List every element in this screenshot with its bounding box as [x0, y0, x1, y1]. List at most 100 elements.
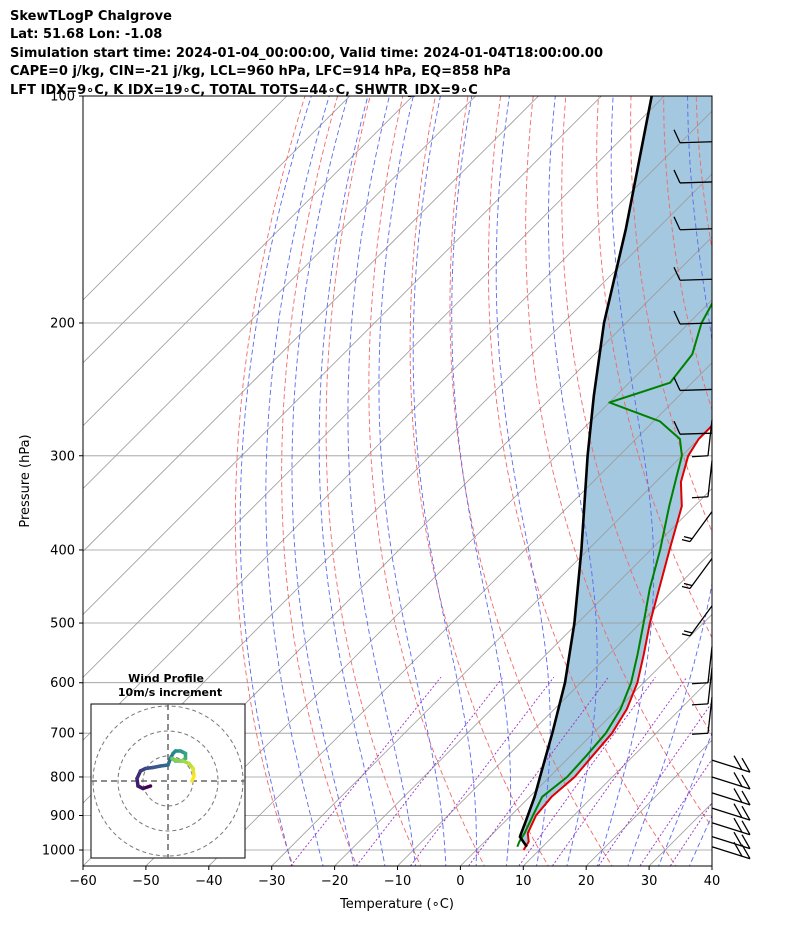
moist-adiabat-line	[658, 731, 712, 866]
wind-barb	[711, 831, 751, 850]
wind-barb	[711, 817, 751, 836]
y-tick-label: 300	[50, 449, 75, 464]
barb-shaft	[689, 511, 713, 543]
barb-flag	[733, 803, 743, 818]
barb-flag	[673, 169, 681, 184]
dry-adiabat-line	[663, 96, 712, 412]
barb-shaft	[711, 807, 751, 821]
isotherm-line	[83, 96, 477, 490]
barb-shaft	[679, 432, 713, 435]
moist-adiabat-line	[548, 96, 598, 866]
x-tick-label: 40	[704, 874, 721, 889]
isotherm-line	[208, 362, 712, 866]
moist-adiabat-line	[318, 96, 386, 866]
x-tick-label: −10	[384, 874, 411, 889]
dry-adiabat-line	[760, 79, 794, 869]
wind-barb	[673, 377, 713, 392]
wind-barb	[711, 788, 751, 806]
barb-flag	[691, 682, 709, 685]
barb-shaft	[689, 558, 713, 589]
cape-line: CAPE=0 j/kg, CIN=-21 j/kg, LCL=960 hPa, …	[10, 64, 511, 80]
barb-flag	[733, 817, 743, 833]
temperature-line	[522, 424, 712, 851]
wind-barb	[673, 216, 713, 231]
wind-barb	[673, 266, 713, 281]
mixing-ratio-line	[669, 802, 712, 866]
wind-barb	[711, 803, 751, 821]
wind-barb	[673, 420, 713, 435]
hodograph-inset: Wind Profile 10m/s increment	[90, 672, 246, 859]
cape-cin-fill	[519, 96, 712, 847]
barb-flag	[741, 774, 751, 790]
moist-adiabat-line	[596, 96, 655, 866]
parcel-path-line	[518, 96, 653, 848]
isotherm-line	[334, 488, 712, 866]
dry-adiabat-line	[561, 96, 712, 736]
wind-barb	[691, 697, 713, 735]
barb-shaft	[679, 278, 713, 281]
mixing-ratio-line	[551, 676, 688, 866]
wind-barb	[681, 511, 713, 543]
isotherm-line	[459, 613, 712, 866]
profile-lines	[516, 96, 712, 851]
index-line: LFT IDX=9∘C, K IDX=19∘C, TOTAL TOTS=44∘C…	[10, 82, 478, 98]
x-tick-label: 20	[578, 874, 595, 889]
time-line: Simulation start time: 2024-01-04_00:00:…	[10, 45, 603, 61]
barb-flag	[681, 539, 691, 543]
barb-shaft	[707, 646, 713, 683]
x-tick-label: −40	[195, 874, 222, 889]
barb-flag	[691, 455, 709, 458]
barb-flag	[673, 377, 681, 391]
barb-shaft	[711, 759, 751, 773]
barb-shaft	[707, 667, 713, 704]
barb-flag	[683, 536, 693, 540]
barb-shaft	[679, 228, 713, 231]
barb-flag	[741, 805, 751, 821]
dry-adiabat-line	[325, 96, 422, 866]
barb-flag	[673, 129, 681, 144]
mixing-ratio-line	[409, 676, 555, 866]
isotherm-line	[83, 96, 288, 301]
isotherm-line	[271, 425, 712, 866]
y-tick-label: 100	[50, 90, 75, 105]
barb-flag	[733, 755, 743, 770]
barb-flag	[691, 732, 709, 735]
hodograph-segment	[190, 774, 196, 783]
barb-shaft	[679, 388, 713, 392]
x-tick-label: −50	[132, 874, 159, 889]
barb-shaft	[689, 605, 713, 637]
moist-adiabat-line	[239, 96, 312, 866]
barb-flag	[673, 216, 681, 231]
dewpoint-line	[516, 301, 712, 848]
hodograph-title: Wind Profile	[128, 672, 204, 685]
dry-adiabat-line	[409, 96, 549, 866]
barb-shaft	[679, 141, 713, 144]
x-tick-label: 10	[515, 874, 532, 889]
isotherm-line	[396, 550, 712, 866]
isotherm-line	[83, 96, 540, 553]
barb-flag	[681, 585, 691, 590]
wind-barb	[681, 558, 713, 590]
mixing-ratio-line	[290, 676, 442, 866]
barb-flag	[683, 630, 693, 634]
location-line: Lat: 51.68 Lon: -1.08	[10, 27, 163, 43]
isotherm-line	[522, 676, 712, 866]
wind-barb	[673, 169, 713, 184]
barb-flag	[673, 420, 681, 435]
barb-shaft	[711, 846, 751, 860]
hodograph-ring	[117, 730, 219, 832]
y-axis-label: Pressure (hPa)	[18, 434, 33, 527]
x-tick-label: −30	[258, 874, 285, 889]
barb-shaft	[679, 322, 713, 325]
isotherm-line	[83, 96, 665, 678]
barb-flag	[691, 496, 709, 499]
barb-shaft	[707, 697, 713, 734]
isotherm-line	[83, 96, 414, 427]
y-tick-label: 400	[50, 543, 75, 558]
dry-adiabat-line	[234, 96, 306, 866]
barb-shaft	[711, 792, 751, 806]
barb-shaft	[707, 419, 713, 456]
barb-flag	[673, 266, 681, 281]
x-tick-label: 30	[641, 874, 658, 889]
